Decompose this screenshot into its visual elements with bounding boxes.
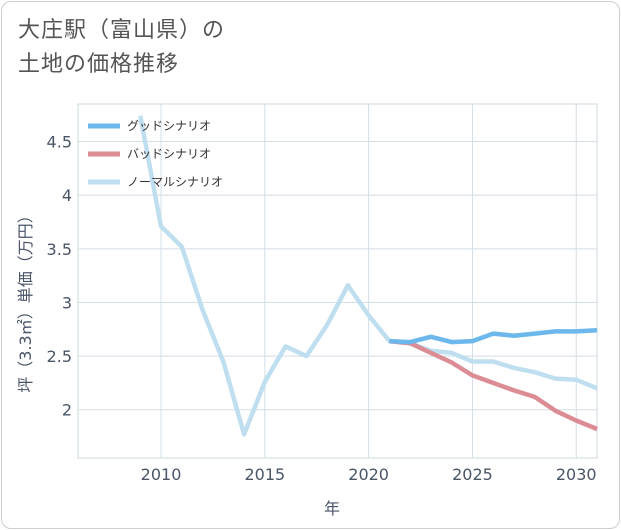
y-axis-label: 坪（3.3㎡）単価（万円） <box>16 207 35 392</box>
x-tick-label: 2025 <box>452 465 493 484</box>
legend-label-2: ノーマルシナリオ <box>127 175 223 189</box>
grid <box>78 104 597 458</box>
title-line-1: 大庄駅（富山県）の <box>18 18 226 43</box>
y-tick-label: 3.5 <box>47 240 72 259</box>
legend-label-0: グッドシナリオ <box>127 119 211 133</box>
y-tick-label: 4.5 <box>47 133 72 152</box>
x-tick-label: 2010 <box>141 465 182 484</box>
series-line-2 <box>138 115 598 437</box>
series-lines <box>138 115 598 437</box>
y-tick-label: 2 <box>62 401 72 420</box>
series-line-1 <box>389 338 598 432</box>
legend-label-1: バッドシナリオ <box>127 147 211 161</box>
plot-area <box>77 103 598 459</box>
x-tick-label: 2030 <box>556 465 597 484</box>
title-line-2: 土地の価格推移 <box>18 52 180 77</box>
x-tick-label: 2020 <box>348 465 389 484</box>
series-line-0 <box>389 328 598 345</box>
y-tick-label: 2.5 <box>47 347 72 366</box>
x-tick-label: 2015 <box>244 465 285 484</box>
x-tick-labels: 2010 2015 2020 2025 2030 <box>141 465 597 484</box>
page-title: 大庄駅（富山県）の 土地の価格推移 <box>18 14 225 82</box>
y-tick-label: 4 <box>62 186 72 205</box>
y-tick-label: 3 <box>62 293 72 312</box>
y-tick-labels: 2 2.5 3 3.5 4 4.5 <box>47 133 72 420</box>
x-axis-label: 年 <box>324 499 340 518</box>
